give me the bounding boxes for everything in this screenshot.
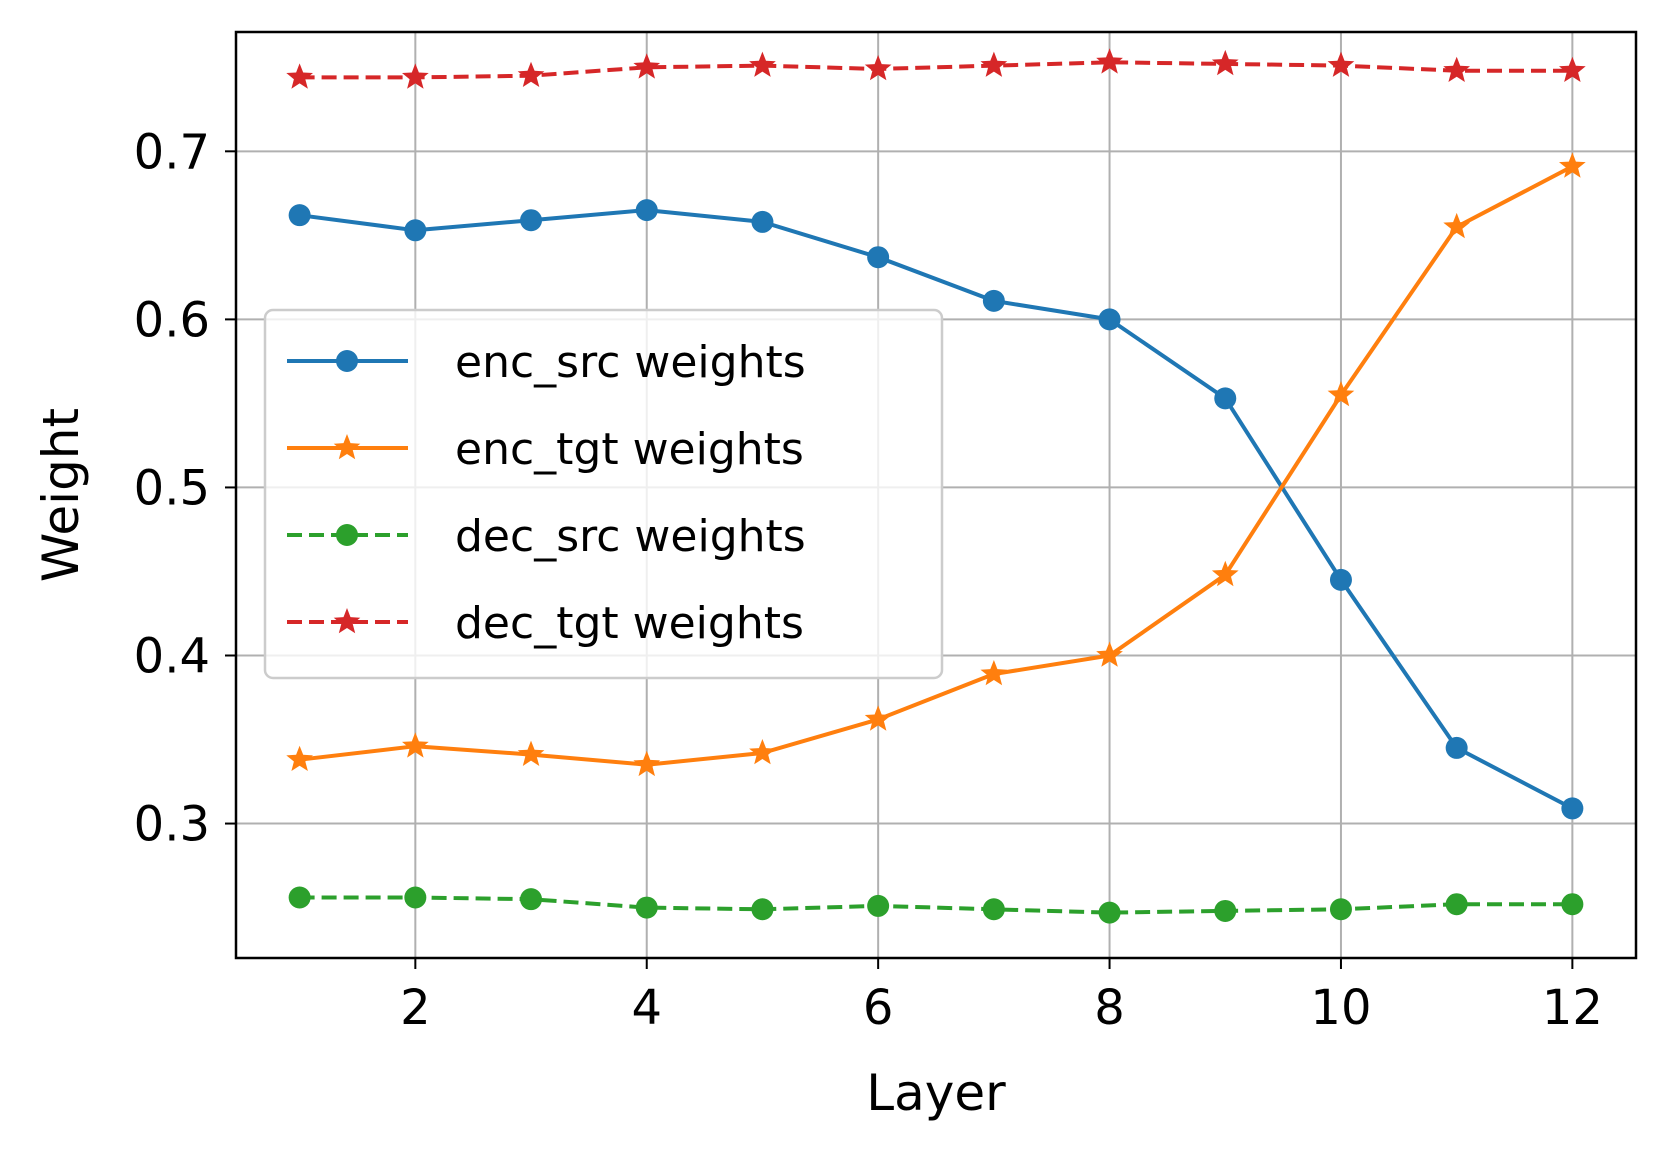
- data-point: [982, 289, 1005, 312]
- data-point: [749, 739, 776, 765]
- legend-label: dec_src weights: [455, 511, 806, 562]
- data-point: [404, 219, 427, 242]
- data-point: [749, 51, 776, 77]
- data-point: [867, 246, 890, 269]
- data-point: [1445, 893, 1468, 916]
- legend-marker: [336, 350, 358, 372]
- legend-item: enc_tgt weights: [287, 424, 804, 475]
- data-point: [751, 898, 774, 921]
- x-tick-label: 2: [400, 980, 431, 1036]
- y-axis-label: Weight: [32, 408, 90, 582]
- data-point: [520, 888, 543, 911]
- legend: enc_src weights enc_tgt weights dec_src we…: [263, 308, 944, 680]
- legend-item: dec_tgt weights: [287, 598, 804, 649]
- data-point: [1096, 641, 1123, 667]
- data-point: [635, 199, 658, 222]
- series-4: [286, 48, 1586, 89]
- x-tick-label: 10: [1310, 980, 1371, 1036]
- data-point: [1329, 898, 1352, 921]
- data-point: [286, 745, 313, 771]
- x-tick-label: 4: [631, 980, 662, 1036]
- y-tick-label: 0.5: [134, 460, 210, 516]
- y-tick-label: 0.7: [134, 124, 210, 180]
- data-point: [1098, 901, 1121, 924]
- data-point: [1327, 381, 1355, 407]
- x-tick-label: 6: [863, 980, 894, 1036]
- data-point: [1443, 212, 1470, 239]
- series-1: [288, 199, 1584, 820]
- data-point: [864, 55, 892, 81]
- data-point: [1561, 893, 1584, 916]
- data-point: [402, 63, 429, 89]
- plot-frame: [234, 30, 1638, 960]
- data-point: [288, 886, 311, 909]
- data-point: [404, 886, 427, 909]
- legend-item: enc_src weights: [287, 337, 806, 388]
- series-line: [299, 164, 1574, 767]
- legend-box: [263, 308, 944, 680]
- data-point: [1445, 736, 1468, 759]
- x-tick-label: 8: [1094, 980, 1125, 1036]
- x-axis-label: Layer: [866, 1064, 1006, 1122]
- data-point: [980, 51, 1008, 77]
- data-point: [517, 61, 545, 87]
- data-point: [864, 705, 892, 731]
- data-point: [1214, 387, 1237, 410]
- series-2: [286, 152, 1586, 777]
- data-point: [982, 898, 1005, 921]
- series-line: [299, 60, 1573, 80]
- legend-label: enc_src weights: [455, 337, 806, 388]
- data-point: [1329, 568, 1352, 591]
- data-point: [980, 660, 1008, 686]
- x-tick-label: 12: [1542, 980, 1603, 1036]
- data-point: [1096, 48, 1123, 74]
- legend-label: dec_tgt weights: [455, 598, 804, 649]
- legend-marker: [333, 434, 361, 460]
- data-point: [1559, 152, 1586, 178]
- legend-marker: [336, 524, 358, 546]
- data-point: [635, 896, 658, 919]
- data-point: [402, 732, 429, 758]
- data-point: [1211, 560, 1239, 587]
- axis-ticks: 2 4 6 8 10 12 0.3 0.4 0.5 0.6 0.7: [134, 124, 1603, 1036]
- data-point: [517, 740, 545, 766]
- data-point: [633, 750, 661, 777]
- data-point: [1211, 49, 1239, 76]
- plot-series: [286, 48, 1586, 924]
- data-point: [633, 53, 661, 79]
- y-tick-label: 0.6: [134, 292, 210, 348]
- data-point: [520, 209, 543, 232]
- data-point: [1443, 56, 1470, 82]
- legend-marker: [333, 608, 361, 634]
- series-line: [299, 208, 1574, 811]
- data-point: [1561, 797, 1584, 820]
- data-point: [1214, 899, 1237, 922]
- data-point: [1559, 56, 1586, 82]
- data-point: [867, 894, 890, 917]
- y-tick-label: 0.4: [134, 628, 210, 684]
- data-point: [288, 204, 311, 227]
- series-3: [288, 886, 1584, 924]
- data-point: [1327, 51, 1355, 77]
- data-point: [1098, 308, 1121, 331]
- data-point: [286, 63, 313, 89]
- y-tick-label: 0.3: [134, 797, 210, 853]
- series-line: [299, 895, 1573, 915]
- legend-label: enc_tgt weights: [455, 424, 804, 475]
- data-point: [751, 210, 774, 233]
- legend-item: dec_src weights: [287, 511, 806, 562]
